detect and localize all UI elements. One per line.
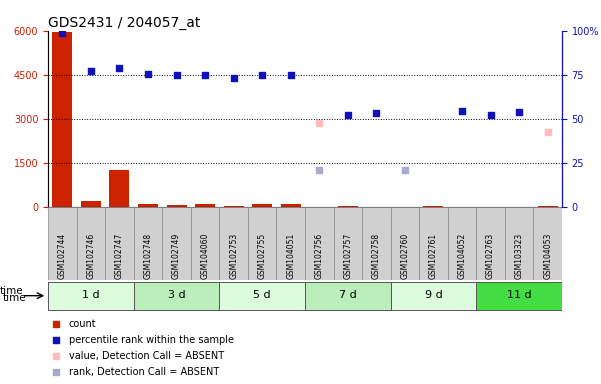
Text: GDS2431 / 204057_at: GDS2431 / 204057_at: [48, 16, 201, 30]
Text: GSM104053: GSM104053: [543, 232, 552, 279]
Bar: [419, 207, 448, 280]
Bar: [476, 282, 562, 310]
Text: 9 d: 9 d: [424, 290, 442, 300]
Bar: [105, 207, 133, 280]
Bar: [276, 207, 305, 280]
Text: GSM102744: GSM102744: [58, 233, 67, 279]
Text: GSM103323: GSM103323: [514, 233, 523, 279]
Bar: [476, 207, 505, 280]
Text: GSM102753: GSM102753: [229, 233, 238, 279]
Text: 5 d: 5 d: [254, 290, 271, 300]
Point: [543, 129, 552, 136]
Bar: [248, 207, 276, 280]
Bar: [448, 207, 477, 280]
Point: [314, 167, 324, 173]
Text: GSM102757: GSM102757: [343, 233, 352, 279]
Bar: [252, 204, 272, 207]
Bar: [195, 204, 215, 207]
Point: [486, 111, 495, 118]
Point: [143, 71, 153, 77]
Text: 3 d: 3 d: [168, 290, 185, 300]
Point: [115, 65, 124, 71]
Point: [343, 112, 353, 118]
Text: GSM102758: GSM102758: [372, 233, 381, 279]
Bar: [52, 32, 72, 207]
Bar: [224, 206, 243, 207]
Text: GSM102746: GSM102746: [87, 233, 96, 279]
Point: [229, 75, 239, 81]
Point: [514, 109, 524, 116]
Bar: [219, 282, 305, 310]
Bar: [133, 282, 219, 310]
Bar: [334, 207, 362, 280]
Point: [400, 167, 410, 173]
Point: [51, 353, 61, 359]
Point: [200, 72, 210, 78]
Bar: [219, 207, 248, 280]
Bar: [191, 207, 219, 280]
Text: count: count: [69, 319, 96, 329]
Text: GSM102748: GSM102748: [144, 233, 153, 279]
Text: rank, Detection Call = ABSENT: rank, Detection Call = ABSENT: [69, 367, 219, 377]
Text: 1 d: 1 d: [82, 290, 100, 300]
Point: [51, 369, 61, 376]
Text: 11 d: 11 d: [507, 290, 531, 300]
Text: GSM102749: GSM102749: [172, 233, 181, 279]
Bar: [162, 207, 191, 280]
Bar: [362, 207, 391, 280]
Point: [257, 72, 267, 78]
Bar: [281, 204, 300, 207]
Point: [371, 110, 381, 116]
Point: [51, 321, 61, 327]
Point: [172, 72, 182, 78]
Point: [314, 120, 324, 126]
Text: time: time: [3, 293, 26, 303]
Bar: [391, 282, 476, 310]
Point: [457, 108, 467, 114]
Bar: [391, 207, 419, 280]
Bar: [81, 200, 101, 207]
Bar: [534, 207, 562, 280]
Text: GSM104051: GSM104051: [286, 233, 295, 279]
Bar: [138, 204, 158, 207]
Text: GSM102761: GSM102761: [429, 233, 438, 279]
Text: GSM102763: GSM102763: [486, 233, 495, 279]
Text: 7 d: 7 d: [339, 290, 357, 300]
Bar: [505, 207, 534, 280]
Point: [51, 337, 61, 343]
Bar: [133, 207, 162, 280]
Text: value, Detection Call = ABSENT: value, Detection Call = ABSENT: [69, 351, 224, 361]
Text: GSM102755: GSM102755: [258, 233, 267, 279]
Bar: [305, 207, 334, 280]
Bar: [305, 282, 391, 310]
Text: GSM102760: GSM102760: [400, 233, 409, 279]
Bar: [424, 206, 444, 207]
Bar: [109, 170, 129, 207]
Point: [86, 68, 96, 74]
Text: time: time: [0, 286, 23, 296]
Bar: [77, 207, 105, 280]
Bar: [48, 207, 77, 280]
Point: [286, 71, 296, 78]
Text: percentile rank within the sample: percentile rank within the sample: [69, 335, 234, 345]
Bar: [48, 282, 133, 310]
Bar: [166, 205, 186, 207]
Point: [58, 30, 67, 36]
Text: GSM104060: GSM104060: [201, 232, 210, 279]
Text: GSM102756: GSM102756: [315, 233, 324, 279]
Text: GSM102747: GSM102747: [115, 233, 124, 279]
Text: GSM104052: GSM104052: [457, 233, 466, 279]
